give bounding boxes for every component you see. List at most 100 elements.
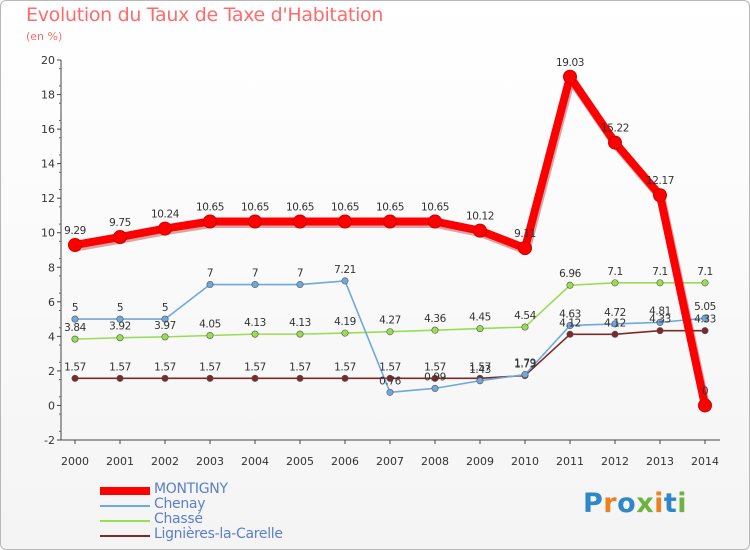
data-label: 1.57: [154, 361, 176, 373]
x-tick-label: 2002: [151, 455, 179, 468]
data-label: 9.11: [514, 228, 536, 240]
data-label: 1.57: [289, 361, 311, 373]
data-point: [386, 374, 394, 382]
data-label: 10.65: [241, 202, 269, 214]
data-point: [566, 281, 574, 289]
data-label: 15.22: [601, 123, 629, 135]
legend-swatch: [100, 487, 150, 495]
data-label: 1.57: [199, 361, 221, 373]
data-labels: 9.29 9.75 10.24 10.65 10.65 10.65 10.65 10.65 10…: [64, 57, 716, 398]
legend-swatch: [100, 535, 150, 537]
axes: -2 0 2 4 6 8 10 12 14 16 18 20 2000 2001 2002 2003 2004 2…: [41, 54, 720, 468]
data-point: [296, 330, 304, 338]
data-point: [611, 279, 619, 287]
data-point: [386, 388, 394, 396]
data-point: [563, 69, 577, 84]
data-label: 7.1: [607, 266, 623, 278]
data-label: 3.92: [109, 321, 131, 333]
data-label: 7: [207, 268, 213, 280]
data-point: [431, 374, 439, 382]
data-label: 7.21: [334, 264, 356, 276]
data-point: [476, 377, 484, 385]
data-label: 1.57: [424, 361, 446, 373]
data-point: [116, 334, 124, 342]
logo-letter: x: [636, 488, 655, 519]
data-point: [68, 237, 82, 252]
y-tick-label: 2: [48, 365, 55, 378]
data-label: 7.1: [652, 266, 668, 278]
data-point: [386, 328, 394, 336]
data-point: [608, 135, 622, 150]
line-chart: -2 0 2 4 6 8 10 12 14 16 18 20 2000 2001 2002 2003 2004 2…: [41, 54, 720, 468]
y-tick-label: 10: [41, 227, 55, 240]
y-tick-label: 18: [41, 89, 55, 102]
data-point: [203, 214, 217, 229]
data-label: 9.75: [109, 217, 131, 229]
data-point: [71, 315, 79, 323]
y-tick-label: 4: [48, 330, 55, 343]
y-tick-label: 20: [41, 54, 55, 67]
data-label: 7.1: [697, 266, 713, 278]
data-point: [518, 241, 532, 256]
y-tick-label: 6: [48, 296, 55, 309]
data-label: 0.99: [424, 371, 446, 383]
data-point: [251, 330, 259, 338]
legend-label: Chenay: [154, 496, 206, 512]
y-tick-label: 14: [41, 158, 55, 171]
data-point: [71, 335, 79, 343]
data-label: 7: [297, 268, 303, 280]
data-point: [653, 188, 667, 203]
x-tick-label: 2004: [241, 455, 269, 468]
data-label: 3.84: [64, 322, 86, 334]
data-point: [521, 371, 529, 379]
data-point: [431, 384, 439, 392]
data-point: [248, 214, 262, 229]
data-label: 4.19: [334, 316, 356, 328]
legend-label: Chassé: [154, 511, 203, 527]
data-label: 4.33: [694, 314, 716, 326]
data-label: 1.73: [514, 359, 536, 371]
data-label: 10.65: [421, 202, 449, 214]
data-point: [161, 315, 169, 323]
data-point: [158, 221, 172, 236]
x-tick-label: 2011: [556, 455, 584, 468]
data-point: [341, 329, 349, 337]
data-label: 1.43: [469, 364, 491, 376]
data-point: [161, 333, 169, 341]
data-point: [71, 374, 79, 382]
data-label: 10.65: [376, 202, 404, 214]
data-label: 4.45: [469, 312, 491, 324]
x-tick-label: 2001: [106, 455, 134, 468]
data-label: 10.24: [151, 209, 180, 221]
y-tick-label: 8: [48, 261, 55, 274]
data-label: 7: [252, 268, 258, 280]
data-point: [116, 315, 124, 323]
data-point: [521, 323, 529, 331]
data-point: [341, 374, 349, 382]
data-point: [701, 279, 709, 287]
data-label: 5: [72, 302, 78, 314]
data-point: [656, 318, 664, 326]
x-tick-label: 2009: [466, 455, 494, 468]
data-point: [611, 330, 619, 338]
data-label: 4.27: [379, 315, 401, 327]
y-axis-unit-label: (en %): [26, 30, 63, 43]
data-label: 1.57: [109, 361, 131, 373]
y-tick-label: 12: [41, 192, 55, 205]
y-tick-label: -2: [44, 434, 55, 447]
y-tick-label: 0: [48, 399, 55, 412]
data-label: 4.54: [514, 310, 536, 322]
data-label: 4.13: [244, 317, 266, 329]
x-tick-label: 2006: [331, 455, 359, 468]
data-label: 1.79: [514, 358, 536, 370]
data-point: [431, 326, 439, 334]
logo-letter: P: [583, 488, 604, 519]
data-label: 1.57: [64, 361, 86, 373]
data-point: [293, 214, 307, 229]
logo-letter: o: [617, 488, 637, 519]
data-point: [566, 330, 574, 338]
data-label: 10.65: [331, 202, 359, 214]
data-point: [206, 374, 214, 382]
data-label: 5: [162, 302, 168, 314]
data-point: [251, 374, 259, 382]
